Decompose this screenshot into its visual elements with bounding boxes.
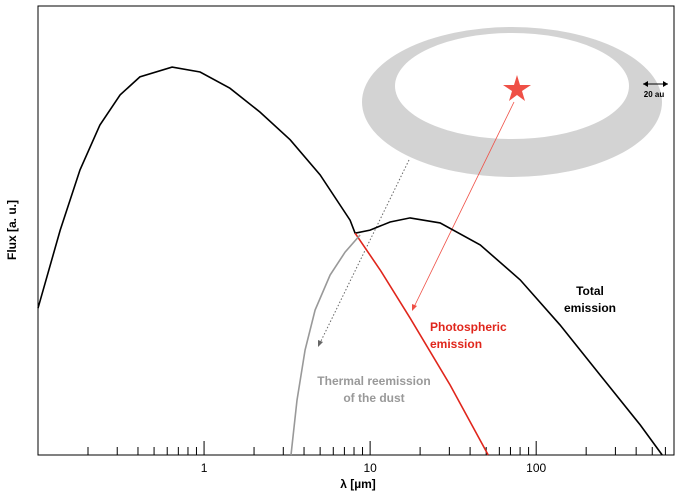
annotation: Total (576, 284, 604, 298)
annotation: of the dust (343, 391, 404, 405)
series-line (290, 234, 361, 456)
x-tick-label: 100 (526, 461, 546, 475)
series-line (37, 66, 663, 456)
annotation: Thermal reemission (317, 374, 430, 388)
series-line (354, 232, 489, 456)
x-tick-label: 10 (363, 461, 377, 475)
plot-frame (37, 5, 675, 456)
disk-sketch (362, 27, 668, 177)
annotation: 20 au (644, 90, 665, 99)
annotation: emission (564, 301, 616, 315)
x-tick-label: 1 (201, 461, 208, 475)
y-axis-label: Flux [a. u.] (5, 200, 19, 260)
x-axis-label: λ [µm] (340, 477, 376, 491)
pointer-arrows (318, 101, 515, 347)
annotation: Photospheric (430, 320, 507, 334)
annotation: emission (430, 337, 482, 351)
